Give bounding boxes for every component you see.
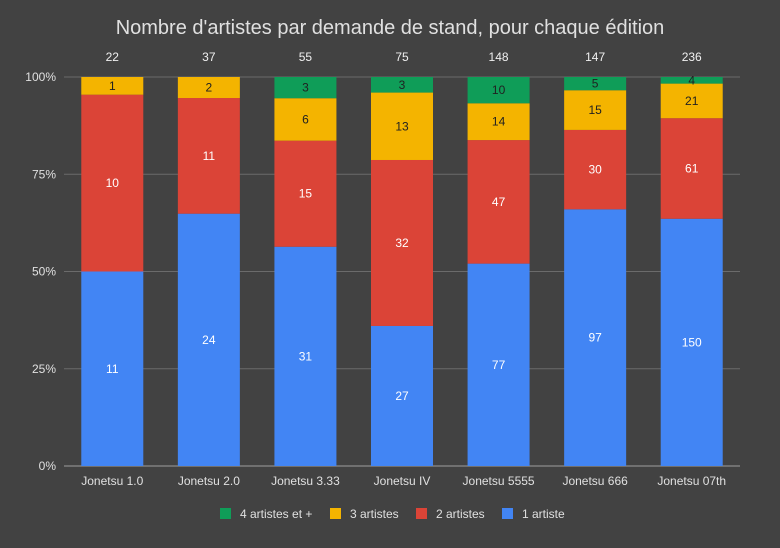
x-tick-label: Jonetsu 07th [657, 474, 726, 488]
bar-segment [564, 129, 627, 210]
segment-value-label: 15 [588, 103, 602, 117]
segment-value-label: 47 [492, 195, 506, 209]
segment-value-label: 32 [395, 236, 409, 250]
segment-value-label: 30 [588, 163, 602, 177]
segment-value-label: 3 [302, 81, 309, 95]
segment-value-label: 150 [682, 335, 702, 349]
y-tick-label: 25% [32, 362, 56, 376]
segment-value-label: 10 [492, 83, 506, 97]
bar-segment [467, 140, 530, 264]
legend-label: 2 artistes [436, 507, 485, 521]
segment-value-label: 10 [106, 176, 120, 190]
bar-segment [177, 213, 240, 466]
x-axis-ticks: Jonetsu 1.0 Jonetsu 2.0 Jonetsu 3.33 Jonets… [81, 474, 726, 488]
segment-value-label: 24 [202, 333, 216, 347]
y-tick-label: 100% [25, 70, 56, 84]
bar-segment [564, 90, 627, 130]
segment-value-label: 97 [588, 331, 602, 345]
bar-segment [274, 140, 337, 247]
segment-value-label: 15 [299, 187, 313, 201]
bar-segment [564, 209, 627, 466]
segment-value-label: 21 [685, 94, 699, 108]
bars: 11 10 1 24 11 2 31 15 6 3 27 32 13 3 77 47 14 10 97 30 15 5 15… [81, 73, 723, 466]
bar-segment [81, 271, 144, 466]
bar-total-label: 22 [106, 50, 120, 64]
bar-total-label: 236 [682, 50, 702, 64]
bar-segment [467, 77, 530, 104]
bar-total-label: 55 [299, 50, 313, 64]
segment-value-label: 6 [302, 112, 309, 126]
segment-value-label: 11 [106, 362, 119, 376]
x-tick-label: Jonetsu 5555 [463, 474, 535, 488]
x-tick-label: Jonetsu 1.0 [81, 474, 143, 488]
x-tick-label: Jonetsu 666 [562, 474, 628, 488]
y-axis-ticks: 0% 25% 50% 75% 100% [25, 70, 56, 473]
segment-value-label: 77 [492, 358, 506, 372]
segment-value-label: 11 [203, 149, 216, 163]
segment-value-label: 13 [395, 119, 409, 133]
legend-item: 1 artiste [502, 507, 565, 521]
legend: 4 artistes et + 3 artistes 2 artistes 1 art… [220, 507, 565, 521]
bar-segment [81, 77, 144, 95]
y-tick-label: 50% [32, 265, 56, 279]
legend-label: 4 artistes et + [240, 507, 312, 521]
bar-segment [467, 103, 530, 141]
segment-value-label: 14 [492, 115, 506, 129]
segment-value-label: 61 [685, 161, 699, 175]
segment-value-label: 5 [592, 77, 599, 91]
bar-total-label: 148 [489, 50, 509, 64]
segment-value-label: 31 [299, 349, 313, 363]
bar-segment [371, 92, 433, 160]
legend-swatch [416, 508, 427, 519]
legend-item: 2 artistes [416, 507, 485, 521]
segment-value-label: 2 [206, 81, 213, 95]
bar-total-label: 75 [395, 50, 409, 64]
bar-segment [371, 77, 433, 93]
segment-value-label: 1 [109, 79, 116, 93]
segment-value-label: 3 [399, 78, 406, 92]
bar-total-label: 37 [202, 50, 216, 64]
bar-segment [274, 77, 337, 99]
bar-segment [660, 118, 723, 219]
legend-item: 4 artistes et + [220, 507, 312, 521]
bar-segment [81, 94, 144, 272]
bar-segment [274, 98, 337, 141]
bar-segment [660, 77, 723, 84]
legend-label: 3 artistes [350, 507, 399, 521]
bar-segment [467, 263, 530, 466]
segment-value-label: 27 [395, 389, 409, 403]
legend-item: 3 artistes [330, 507, 399, 521]
bar-segment [660, 83, 723, 119]
y-tick-label: 75% [32, 167, 56, 181]
bar-total-label: 147 [585, 50, 605, 64]
bar-segment [274, 246, 337, 466]
y-tick-label: 0% [39, 459, 57, 473]
legend-label: 1 artiste [522, 507, 565, 521]
x-tick-label: Jonetsu 2.0 [178, 474, 240, 488]
bar-segment [371, 159, 433, 326]
chart-title: Nombre d'artistes par demande de stand, … [116, 17, 665, 39]
legend-swatch [220, 508, 231, 519]
x-tick-label: Jonetsu IV [374, 474, 431, 488]
bar-segment [660, 218, 723, 466]
bar-segment [177, 98, 240, 214]
legend-swatch [502, 508, 513, 519]
bar-totals: 22 37 55 75 148 147 236 [106, 50, 702, 64]
segment-value-label: 4 [688, 73, 695, 87]
bar-segment [564, 77, 627, 91]
bar-segment [371, 325, 433, 466]
x-tick-label: Jonetsu 3.33 [271, 474, 340, 488]
legend-swatch [330, 508, 341, 519]
bar-segment [177, 77, 240, 99]
